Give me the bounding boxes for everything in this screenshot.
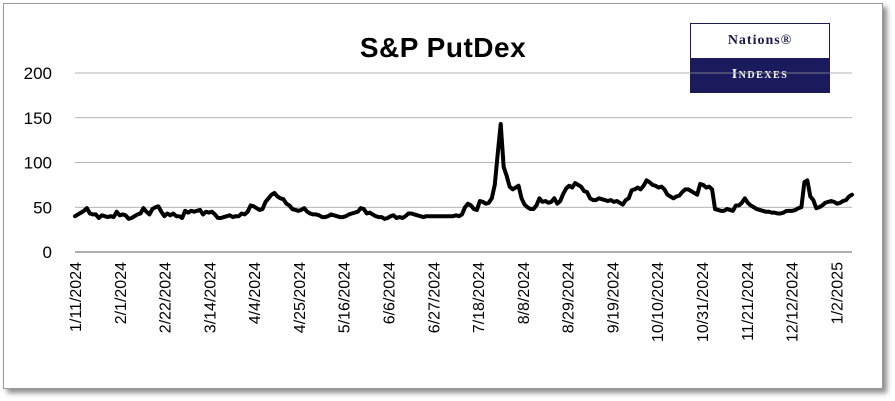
x-tick-label: 6/6/2024 [381, 262, 398, 324]
x-tick-label: 8/8/2024 [516, 262, 533, 324]
x-tick-label: 10/10/2024 [650, 262, 667, 342]
y-tick-label: 150 [24, 109, 52, 128]
x-tick-label: 10/31/2024 [695, 262, 712, 342]
x-tick-label: 4/4/2024 [247, 262, 264, 324]
x-tick-label: 7/18/2024 [471, 262, 488, 333]
x-tick-label: 4/25/2024 [292, 262, 309, 333]
x-tick-label: 11/21/2024 [740, 262, 757, 341]
series-line [73, 122, 854, 221]
x-tick-label: 2/22/2024 [158, 262, 175, 333]
y-tick-label: 100 [24, 154, 52, 173]
x-tick-label: 6/27/2024 [426, 262, 443, 333]
x-tick-label: 1/2/2025 [829, 262, 846, 324]
logo-top-text: Nations® [691, 24, 829, 58]
nations-indexes-logo: Nations® Indexes [690, 23, 830, 93]
x-tick-label: 8/29/2024 [561, 262, 578, 333]
y-tick-label: 50 [33, 198, 52, 217]
x-tick-label: 3/14/2024 [202, 262, 219, 333]
x-tick-label: 9/19/2024 [605, 262, 622, 333]
chart-title: S&P PutDex [359, 32, 527, 63]
y-tick-label: 200 [24, 64, 52, 83]
x-tick-label: 5/16/2024 [337, 262, 354, 333]
x-tick-label: 1/11/2024 [68, 262, 85, 332]
y-tick-label: 0 [43, 243, 52, 262]
x-tick-label: 2/1/2024 [113, 262, 130, 324]
logo-bottom-text: Indexes [691, 58, 829, 92]
chart-frame: S&P PutDex Nations® Indexes [3, 3, 883, 389]
x-tick-label: 12/12/2024 [785, 262, 802, 342]
